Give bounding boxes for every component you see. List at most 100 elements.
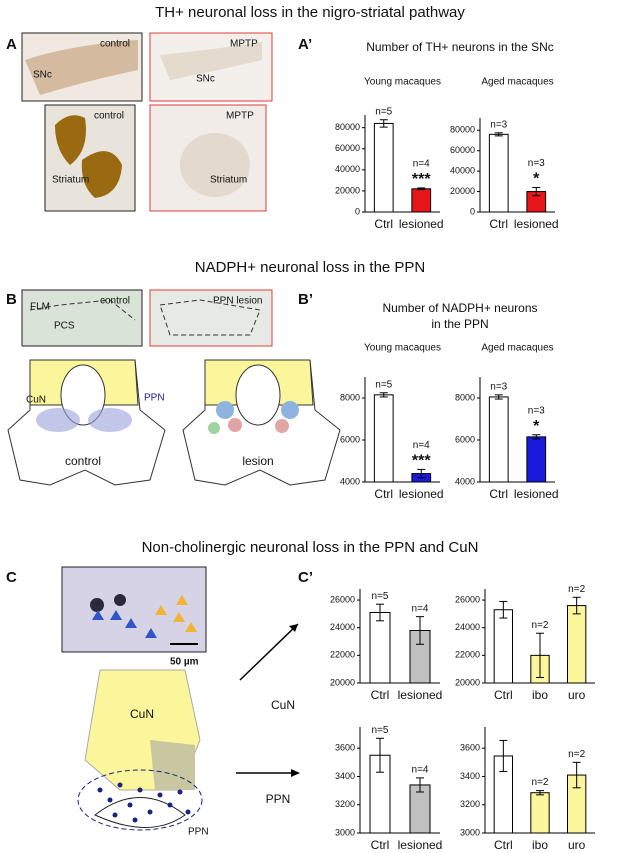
significance: *: [533, 171, 540, 188]
panel-letter: A’: [298, 36, 312, 53]
image-label: 50 µm: [170, 657, 199, 668]
bar: [488, 133, 509, 213]
y-tick-label: 3600: [460, 743, 480, 753]
y-tick-label: 80000: [450, 125, 475, 135]
y-tick-label: 26000: [330, 594, 355, 604]
x-tick-label: uro: [568, 838, 586, 852]
panel-title: Number of NADPH+ neurons: [382, 301, 537, 315]
n-label: n=2: [568, 749, 585, 760]
image-label: control: [100, 296, 130, 307]
image-label: PPN lesion: [213, 296, 262, 307]
y-tick-label: 26000: [455, 594, 480, 604]
n-label: n=3: [528, 405, 545, 416]
image-label: PPN: [188, 827, 209, 838]
x-tick-label: lesioned: [398, 688, 443, 702]
x-tick-label: Ctrl: [494, 688, 513, 702]
x-tick-label: lesioned: [399, 217, 444, 231]
image-label: CuN: [26, 395, 46, 406]
arrow-label: CuN: [271, 698, 295, 712]
bar: [411, 188, 432, 213]
bar: [369, 612, 391, 684]
x-tick-label: Ctrl: [374, 217, 393, 231]
x-tick-label: lesioned: [514, 487, 559, 501]
n-label: n=2: [532, 777, 549, 788]
y-tick-label: 6000: [455, 434, 475, 444]
y-tick-label: 60000: [335, 143, 360, 153]
micrographs-a: [21, 32, 273, 212]
x-tick-label: Ctrl: [371, 688, 390, 702]
image-label: control: [65, 454, 101, 468]
image-label: Striatum: [210, 175, 247, 186]
y-tick-label: 6000: [340, 434, 360, 444]
panel-letter: C: [6, 569, 17, 586]
image-label: lesion: [242, 454, 273, 468]
bar: [373, 394, 394, 483]
significance: ***: [412, 171, 431, 188]
bar: [526, 436, 547, 483]
panel-title: Number of TH+ neurons in the SNc: [366, 40, 554, 54]
arrow-label: PPN: [266, 792, 291, 806]
bar: [488, 396, 509, 483]
image-label: PCS: [54, 321, 75, 332]
image-label: Striatum: [52, 175, 89, 186]
n-label: n=3: [490, 119, 507, 130]
panel-title: in the PPN: [431, 317, 488, 331]
n-label: n=2: [568, 584, 585, 595]
y-tick-label: 0: [470, 206, 475, 216]
x-tick-label: Ctrl: [371, 838, 390, 852]
x-tick-label: lesioned: [398, 838, 443, 852]
significance: *: [533, 418, 540, 435]
micrograph-c: [61, 566, 300, 831]
y-tick-label: 20000: [450, 186, 475, 196]
y-tick-label: 0: [355, 206, 360, 216]
image-label: control: [94, 111, 124, 122]
x-tick-label: lesioned: [514, 217, 559, 231]
y-tick-label: 24000: [330, 622, 355, 632]
chart-subtitle: Aged macaques: [481, 77, 553, 88]
panel-letter: B’: [298, 291, 313, 308]
y-tick-label: 22000: [330, 650, 355, 660]
n-label: n=3: [490, 381, 507, 392]
x-tick-label: Ctrl: [489, 217, 508, 231]
y-tick-label: 40000: [450, 166, 475, 176]
n-label: n=4: [412, 603, 429, 614]
y-tick-label: 8000: [455, 392, 475, 402]
panel-letter: B: [6, 291, 17, 308]
n-label: n=4: [412, 765, 429, 776]
y-tick-label: 24000: [455, 622, 480, 632]
image-label: FLM: [30, 302, 50, 313]
y-tick-label: 20000: [335, 185, 360, 195]
y-tick-label: 80000: [335, 122, 360, 132]
y-tick-label: 3400: [335, 771, 355, 781]
n-label: n=2: [532, 620, 549, 631]
panel-letter: C’: [298, 569, 313, 586]
chart-subtitle: Young macaques: [364, 343, 441, 354]
micrographs-b: [7, 289, 341, 486]
n-label: n=4: [413, 159, 430, 170]
image-label: MPTP: [226, 111, 254, 122]
significance: ***: [412, 453, 431, 470]
section-title: Non-cholinergic neuronal loss in the PPN…: [142, 539, 479, 556]
n-label: n=5: [372, 725, 389, 736]
y-tick-label: 20000: [330, 677, 355, 687]
image-label: CuN: [130, 707, 154, 721]
bar: [530, 792, 550, 834]
y-tick-label: 60000: [450, 145, 475, 155]
x-tick-label: ibo: [532, 838, 548, 852]
x-tick-label: ibo: [532, 688, 548, 702]
y-tick-label: 22000: [455, 650, 480, 660]
chart-subtitle: Aged macaques: [481, 343, 553, 354]
y-tick-label: 3200: [460, 799, 480, 809]
bar: [567, 605, 587, 684]
section-title: TH+ neuronal loss in the nigro-striatal …: [155, 4, 465, 21]
x-tick-label: lesioned: [399, 487, 444, 501]
bar: [493, 609, 513, 684]
image-label: PPN: [144, 393, 165, 404]
n-label: n=5: [375, 106, 392, 117]
y-tick-label: 3600: [335, 743, 355, 753]
x-tick-label: Ctrl: [374, 487, 393, 501]
y-tick-label: 3000: [335, 827, 355, 837]
image-label: SNc: [196, 74, 215, 85]
panel-letter: A: [6, 36, 17, 53]
